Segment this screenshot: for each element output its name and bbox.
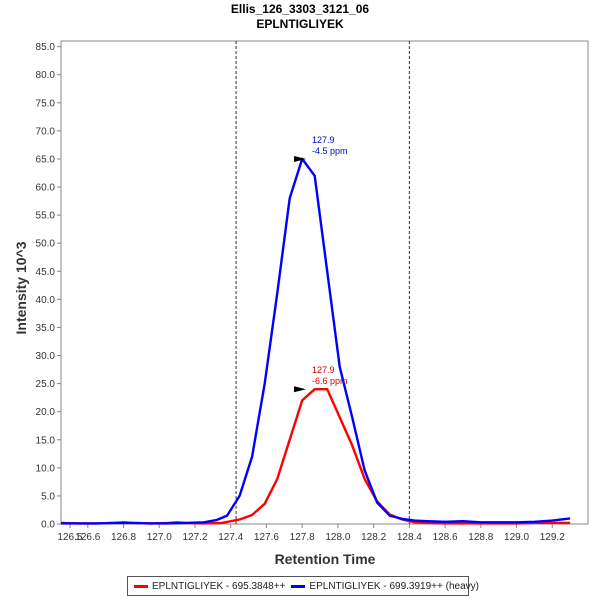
y-tick-label: 80.0 — [36, 70, 56, 81]
peak-marker-arrow — [294, 155, 307, 162]
y-tick-label: 25.0 — [36, 379, 56, 390]
x-tick-label: 126.8 — [111, 532, 136, 543]
y-tick-label: 60.0 — [36, 183, 56, 194]
y-tick-label: 70.0 — [36, 126, 56, 137]
legend-label-heavy: EPLNTIGLIYEK - 699.3919++ (heavy) — [309, 580, 479, 592]
y-tick-label: 75.0 — [36, 98, 56, 109]
peak-ppm-label: -4.5 ppm — [312, 146, 348, 156]
y-tick-label: 85.0 — [36, 42, 56, 53]
y-tick-label: 0.0 — [41, 520, 55, 531]
x-tick-label: 127.0 — [147, 532, 172, 543]
y-tick-label: 10.0 — [36, 463, 56, 474]
x-tick-label: 126.6 — [75, 532, 100, 543]
y-tick-label: 15.0 — [36, 435, 56, 446]
y-tick-label: 55.0 — [36, 211, 56, 222]
x-tick-label: 127.4 — [218, 532, 243, 543]
plot-frame — [60, 40, 589, 525]
y-tick-label: 20.0 — [36, 407, 56, 418]
x-tick-label: 128.4 — [397, 532, 422, 543]
legend: EPLNTIGLIYEK - 695.3848++ EPLNTIGLIYEK -… — [127, 576, 479, 596]
legend-item-heavy: EPLNTIGLIYEK - 699.3919++ (heavy) — [291, 581, 479, 592]
chart-subtitle: EPLNTIGLIYEK — [256, 17, 344, 31]
legend-item-light: EPLNTIGLIYEK - 695.3848++ — [134, 581, 285, 592]
y-tick-label: 5.0 — [41, 491, 55, 502]
y-tick-label: 45.0 — [36, 267, 56, 278]
x-tick-label: 127.8 — [290, 532, 315, 543]
x-tick-label: 129.0 — [504, 532, 529, 543]
x-tick-label: 128.8 — [468, 532, 493, 543]
y-axis-title: Intensity 10^3 — [13, 241, 29, 334]
x-tick-label: 129.2 — [540, 532, 565, 543]
x-tick-label: 127.6 — [254, 532, 279, 543]
peak-ppm-label: -6.6 ppm — [312, 376, 348, 386]
legend-label-light: EPLNTIGLIYEK - 695.3848++ — [152, 580, 286, 592]
y-tick-label: 50.0 — [36, 239, 56, 250]
legend-swatch-heavy — [291, 584, 306, 588]
chart-title: Ellis_126_3303_3121_06 — [231, 2, 369, 16]
y-tick-label: 30.0 — [36, 351, 56, 362]
y-tick-label: 65.0 — [36, 154, 56, 165]
legend-swatch-light — [134, 584, 148, 588]
peak-rt-label: 127.9 — [312, 135, 335, 145]
y-tick-label: 35.0 — [36, 323, 56, 334]
y-tick-label: 40.0 — [36, 295, 56, 306]
series-line-heavy — [61, 157, 571, 525]
x-tick-label: 126.5 — [57, 532, 82, 543]
x-tick-label: 127.2 — [182, 532, 207, 543]
x-tick-label: 128.2 — [361, 532, 386, 543]
x-axis-title: Retention Time — [275, 551, 376, 567]
plot-area: 0.0 5.0 10.0 15.0 20.0 25.0 30.0 35.0 40.0 45.0 50… — [36, 40, 589, 543]
x-tick-label: 128.6 — [433, 532, 458, 543]
peak-marker-arrow — [294, 386, 307, 393]
x-tick-label: 128.0 — [325, 532, 350, 543]
peak-rt-label: 127.9 — [312, 365, 335, 375]
